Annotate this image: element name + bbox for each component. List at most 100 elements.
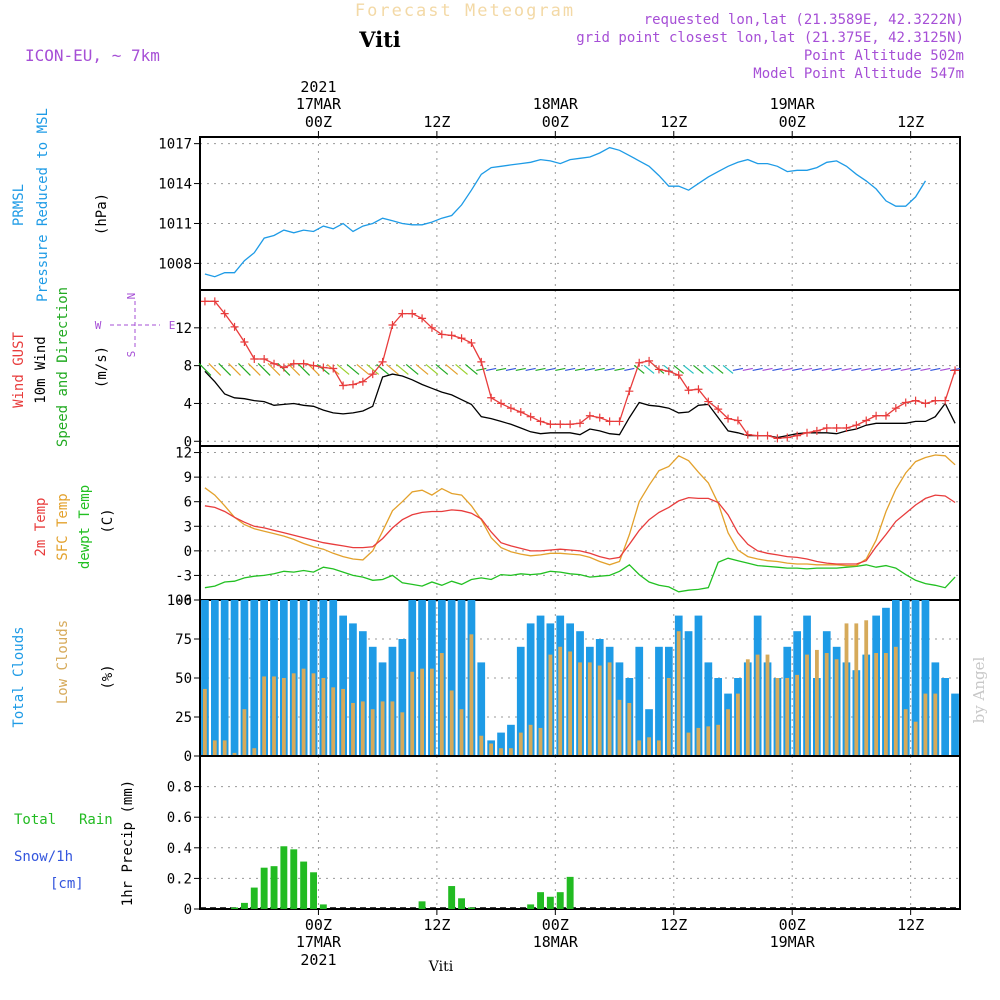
precip-panel-labels: Total Rain Snow/1h [cm] 1hr Precip (mm) [14,780,136,906]
y-tick-label: 0 [184,434,192,450]
low-cloud-bar [380,701,385,756]
low-cloud-bar [824,653,829,757]
wind-gust-point [418,314,427,323]
point-altitude: Point Altitude 502m [804,48,964,64]
wind-gust-point [832,424,841,433]
rain-bar [250,887,258,909]
wind-direction-arrow [257,362,271,376]
low-cloud-bar [499,748,503,756]
total-cloud-bar [951,693,959,756]
wind-direction-arrow [495,367,507,372]
low-cloud-bar [765,654,770,756]
total-cloud-bar [684,631,693,756]
wind-gust-point [743,430,752,439]
label-total-clouds: Total Clouds [11,626,27,727]
wind-direction-arrow [356,363,370,375]
low-cloud-bar [844,623,849,756]
label-pressure-reduced: Pressure Reduced to MSL [35,108,51,302]
low-cloud-bar [489,743,493,757]
wind-direction-arrow [880,367,892,372]
wind-direction-arrow [346,363,360,375]
total-cloud-bar [497,732,505,756]
top-axis-label: 18MAR [533,95,579,113]
bottom-axis-label: 12Z [423,916,450,934]
rain-bar [546,896,554,909]
rain-bar [527,904,535,910]
wind-gust-point [891,404,900,413]
wind-gust-point [724,414,733,423]
wind-gust-point [645,356,654,365]
total-cloud-bar [359,631,367,756]
low-cloud-bar [785,678,790,756]
low-cloud-bar [854,623,859,756]
wind-gust-point [279,363,288,372]
y-tick-label: 9 [184,470,192,486]
wind-direction-arrow [752,367,763,372]
y-tick-label: 6 [184,495,192,511]
wind-direction-arrow [555,367,566,372]
rain-bar [300,861,308,909]
wind-gust-point [803,428,812,437]
low-cloud-bar [459,709,464,756]
label-prmsl: PRMSL [11,184,27,226]
top-axis-label: 12Z [897,113,924,131]
model-altitude: Model Point Altitude 547m [753,66,964,82]
y-tick-label: 8 [184,359,192,375]
total-cloud-bar [655,646,663,756]
wind-direction-arrow [643,364,655,374]
wind-gust-point [822,424,831,433]
pressure-line [204,146,927,278]
wind-gust-point [427,323,436,332]
y-tick-label: 0.8 [167,780,192,796]
wind-gust-point [516,407,525,416]
low-cloud-bar [874,653,878,757]
wind-gust-point [319,363,328,372]
low-cloud-bar [726,709,730,756]
wind-direction-arrow [811,367,823,372]
wind-gust-point [358,377,367,386]
rain-bar [566,876,574,909]
wind-gust-point [694,385,703,394]
wind-gust-point [595,413,604,422]
wind-gust-point [901,398,910,407]
y-tick-label: 1011 [158,216,192,232]
rain-bar [241,902,248,909]
low-cloud-bar [360,701,365,756]
wind-direction-arrow [633,364,645,374]
low-cloud-bar [736,693,740,756]
wind-direction-arrow [237,362,251,376]
wind-panel: 0 4 8 12 [175,289,961,450]
label-wind-gust: Wind GUST [11,332,27,408]
low-cloud-bar [923,693,928,756]
low-cloud-bar [232,752,237,756]
bottom-axis-label: 2021 [300,951,336,969]
footer-location: Viti [428,959,454,975]
panel-frame [199,445,961,601]
wind-direction-arrow [861,367,872,372]
low-cloud-bar [291,673,296,757]
location-name: Viti [358,27,401,52]
low-cloud-bar [252,748,257,756]
wind-direction-arrow [247,362,261,376]
wind-direction-arrow [683,364,694,374]
wind-direction-arrow [792,367,803,372]
wind-gust-point [872,411,881,420]
model-name: ICON-EU, ~ 7km [25,46,160,65]
wind-gust-point [654,365,663,374]
bottom-axis-label: 17MAR [296,933,342,951]
low-cloud-bar [913,721,918,756]
wind-gust-point [260,355,269,364]
wind-direction-arrow [435,363,449,375]
low-cloud-bar [627,702,632,756]
wind-direction-arrow [465,363,478,375]
bottom-axis-label: 00Z [779,916,806,934]
rain-bar [319,904,327,910]
total-cloud-bar [477,662,486,756]
total-cloud-bar [398,639,407,756]
low-cloud-bar [351,702,355,756]
low-cloud-bar [479,735,484,757]
wind-direction-arrow [535,367,546,372]
wind-gust-point [674,371,683,380]
y-tick-label: 0.4 [167,841,192,857]
top-axis-label: 00Z [779,113,806,131]
